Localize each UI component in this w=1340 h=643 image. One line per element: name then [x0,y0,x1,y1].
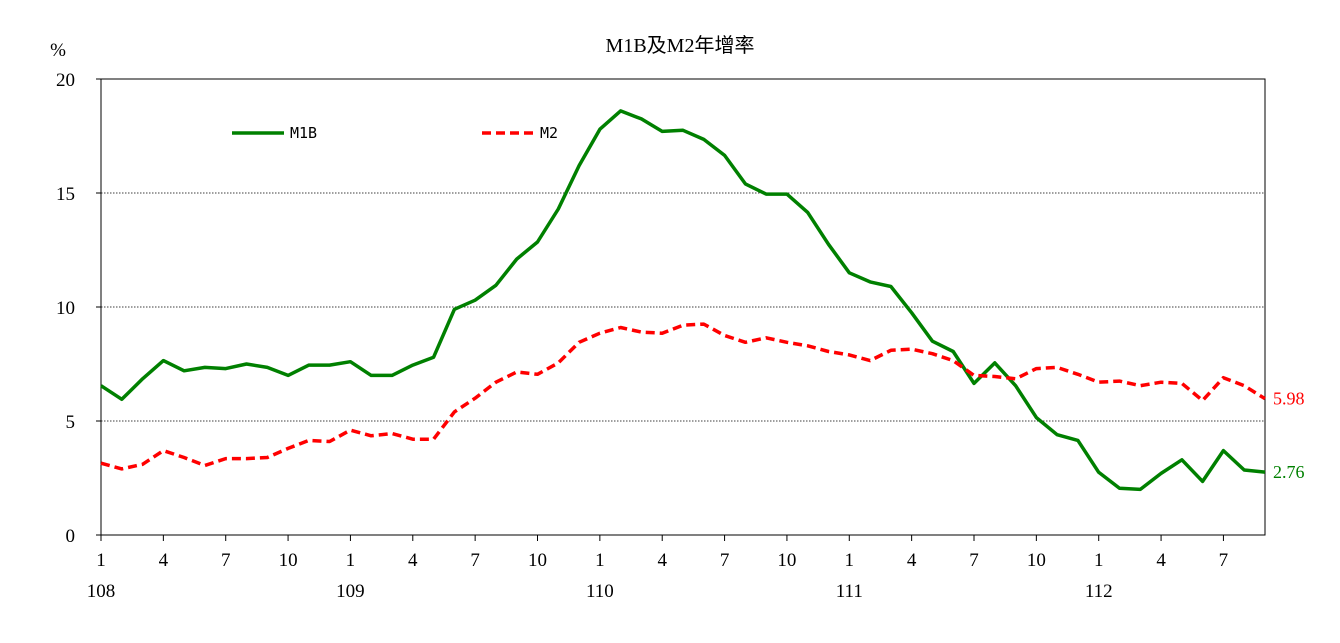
legend-label-m1b: M1B [290,124,317,142]
x-tick-label: 1 [1094,550,1104,571]
x-year-label: 108 [87,581,116,602]
y-tick-label: 0 [66,526,76,547]
x-tick-label: 1 [845,550,855,571]
x-tick-label: 10 [1027,550,1046,571]
x-axis: 1 4 7 10 1 4 7 10 1 4 7 10 1 4 7 10 1 4 7 108 109 110 111 112 [87,535,1228,602]
y-tick-label: 10 [56,298,75,319]
x-tick-label: 4 [408,550,418,571]
x-tick-label: 1 [595,550,605,571]
end-label-m2: 5.98 [1273,389,1305,409]
x-tick-label: 4 [907,550,917,571]
x-year-label: 109 [336,581,365,602]
legend-label-m2: M2 [540,124,558,142]
end-labels: 2.76 5.98 [1273,389,1305,482]
y-tick-label: 5 [66,412,76,433]
legend: M1B M2 [232,124,558,142]
end-label-m1b: 2.76 [1273,462,1305,482]
series-line-m2 [100,322,1266,471]
x-tick-label: 7 [470,550,480,571]
x-tick-label: 7 [720,550,730,571]
x-tick-label: 1 [346,550,356,571]
x-tick-label: 4 [657,550,667,571]
x-tick-label: 7 [1219,550,1229,571]
x-tick-label: 10 [777,550,796,571]
chart-title: M1B及M2年增率 [606,34,755,57]
x-tick-label: 7 [221,550,231,571]
y-tick-label: 20 [56,70,75,91]
x-year-label: 111 [836,581,863,602]
x-tick-label: 1 [96,550,106,571]
series-line-m1b [100,109,1266,492]
series-lines [100,109,1266,492]
x-year-label: 110 [586,581,614,602]
y-axis: 0 5 10 15 20 [56,70,101,547]
x-tick-label: 4 [1156,550,1166,571]
x-tick-label: 4 [159,550,169,571]
x-tick-label: 7 [969,550,979,571]
x-year-label: 112 [1085,581,1113,602]
gridlines [101,192,1265,422]
y-tick-label: 15 [56,184,75,205]
y-axis-unit: % [50,40,66,61]
x-tick-label: 10 [528,550,547,571]
x-tick-label: 10 [279,550,298,571]
